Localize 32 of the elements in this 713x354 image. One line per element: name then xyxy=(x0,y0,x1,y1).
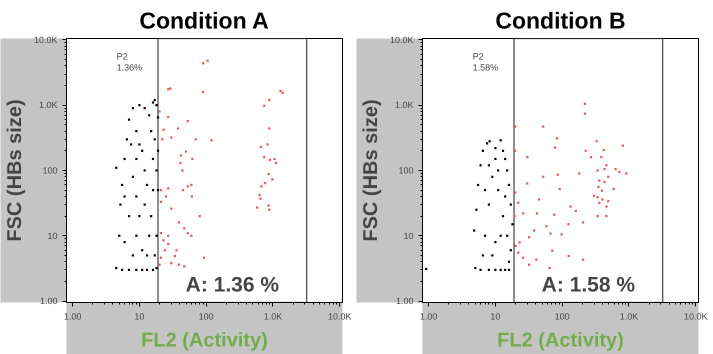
y-tick-label: 10 xyxy=(47,230,58,241)
y-tick-label: 10.0K xyxy=(34,34,58,45)
y-tick-label: 100 xyxy=(398,165,414,176)
x-tick-label: 1.0K xyxy=(620,312,638,322)
annotation: P2 xyxy=(116,52,128,62)
y-tick-label: 100 xyxy=(42,165,58,176)
y-tick-label: 1.0K xyxy=(38,100,58,110)
y-tick-label: 1.0K xyxy=(394,100,414,110)
annotation: P2 xyxy=(472,52,484,62)
y-tick-label: 1.00 xyxy=(396,296,414,306)
x-tick-label: 10 xyxy=(490,312,500,322)
y-axis-title: FSC (HBs size) xyxy=(4,99,26,242)
annotation: 1.36% xyxy=(116,62,142,73)
x-tick-label: 10.0K xyxy=(328,312,352,322)
y-tick-label: 10.0K xyxy=(390,34,414,45)
y-axis-title: FSC (HBs size) xyxy=(360,99,382,242)
band-label: A: 1.36 % xyxy=(186,274,280,296)
x-axis-title: FL2 (Activity) xyxy=(497,330,624,352)
band-label: A: 1.58 % xyxy=(542,274,636,296)
y-tick-label: 1.00 xyxy=(40,296,58,306)
chart-title: Condition A xyxy=(139,8,269,34)
chart-title: Condition B xyxy=(495,8,626,34)
x-tick-label: 10 xyxy=(134,312,144,322)
x-tick-label: 1.00 xyxy=(64,312,82,322)
x-tick-label: 10.0K xyxy=(684,312,708,322)
annotation: 1.58% xyxy=(472,62,498,73)
x-tick-label: 100 xyxy=(198,312,214,322)
x-axis-title: FL2 (Activity) xyxy=(141,330,268,352)
x-tick-label: 1.0K xyxy=(264,312,282,322)
x-tick-label: 100 xyxy=(554,312,570,322)
x-tick-label: 1.00 xyxy=(420,312,438,322)
y-tick-label: 10 xyxy=(403,230,414,241)
